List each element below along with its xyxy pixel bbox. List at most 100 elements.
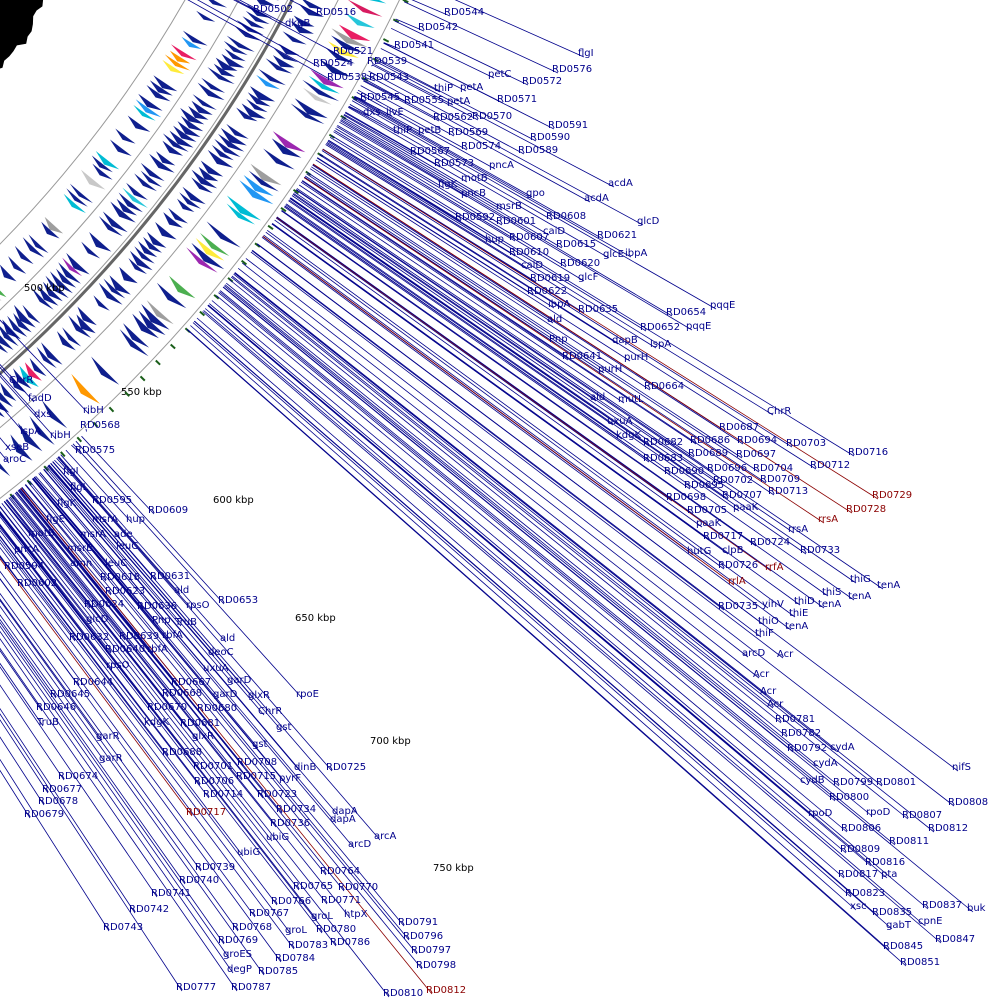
gene-label[interactable]: dxs [363, 107, 380, 118]
gene-label[interactable]: RD0723 [257, 789, 297, 800]
gene-label[interactable]: RD0571 [497, 94, 537, 105]
gene-label[interactable]: cydA [830, 742, 855, 753]
gene-label[interactable]: rpsO [106, 660, 130, 671]
gene-label[interactable]: glxR [248, 690, 270, 701]
gene-label[interactable]: ibpA [548, 299, 570, 310]
gene-label[interactable]: RD0713 [768, 486, 808, 497]
gene-label[interactable]: RD0621 [597, 230, 637, 241]
gene-label[interactable]: RD0801 [876, 777, 916, 788]
gene-label[interactable]: RD0567 [410, 146, 450, 157]
gene-label[interactable]: RD0601 [496, 216, 536, 227]
gene-label[interactable]: RD0544 [444, 7, 484, 18]
gene-label[interactable]: rpoD [866, 807, 891, 818]
gene-label[interactable]: glcD [637, 216, 660, 227]
gene-label[interactable]: RD0717 [703, 531, 743, 542]
gene-label[interactable]: gabT [886, 920, 912, 931]
gene-label[interactable]: RD0654 [666, 307, 706, 318]
gene-label[interactable]: petA [460, 82, 483, 93]
gene-label[interactable]: RD0681 [180, 718, 220, 729]
gene-label[interactable]: RD0697 [736, 449, 776, 460]
gene-label[interactable]: RD0743 [103, 922, 143, 933]
gene-label[interactable]: garD [213, 689, 238, 700]
gene-label[interactable]: glcF [578, 272, 599, 283]
gene-label[interactable]: ChrR [258, 706, 282, 717]
gene-label[interactable]: arcA [374, 831, 397, 842]
gene-label[interactable]: RD0610 [509, 247, 549, 258]
gene-label[interactable]: petA [447, 96, 470, 107]
gene-label[interactable]: RD0521 [333, 46, 373, 57]
gene-label[interactable]: RD0724 [750, 537, 790, 548]
gene-label[interactable]: glcE [603, 249, 624, 260]
gene-label[interactable]: RD0729 [872, 490, 912, 501]
gene-label[interactable]: acdA [608, 178, 633, 189]
gene-label[interactable]: RD0728 [846, 504, 886, 515]
gene-label[interactable]: RD0806 [841, 823, 881, 834]
gene-label[interactable]: Pnp [549, 334, 568, 345]
gene-label[interactable]: RD0574 [461, 141, 501, 152]
gene-label[interactable]: leuC [105, 558, 127, 569]
gene-label[interactable]: flgL [70, 482, 89, 493]
gene-label[interactable]: RD0715 [236, 771, 276, 782]
gene-label[interactable]: rpoD [808, 808, 833, 819]
gene-label[interactable]: RD0708 [237, 757, 277, 768]
gene-label[interactable]: RD0810 [383, 988, 423, 999]
gene-label[interactable]: RD0808 [948, 797, 988, 808]
gene-label[interactable]: RD0816 [865, 857, 905, 868]
gene-label[interactable]: pncA [14, 544, 39, 555]
gene-label[interactable]: thiS [822, 587, 841, 598]
gene-label[interactable]: RD0817 [838, 869, 878, 880]
gene-label[interactable]: uxuA [203, 663, 229, 674]
gene-label[interactable]: petB [418, 125, 441, 136]
gene-label[interactable]: RD0674 [58, 771, 98, 782]
gene-label[interactable]: RD0678 [38, 796, 78, 807]
gene-label[interactable]: RD0845 [883, 941, 923, 952]
gene-label[interactable]: ade [114, 529, 133, 540]
gene-label[interactable]: RD0777 [176, 982, 216, 993]
gene-label[interactable]: ald [174, 585, 189, 596]
gene-label[interactable]: cydB [800, 775, 825, 786]
gene-label[interactable]: RD0569 [448, 127, 488, 138]
gene-label[interactable]: RD0631 [150, 571, 190, 582]
gene-label[interactable]: xsc [850, 901, 867, 912]
gene-label[interactable]: RD0771 [321, 895, 361, 906]
gene-label[interactable]: msrB [496, 201, 522, 212]
gene-label[interactable]: RD0739 [195, 862, 235, 873]
gene-label[interactable]: rrfA [765, 562, 784, 573]
gene-label[interactable]: RD0679 [24, 809, 64, 820]
gene-label[interactable]: RD0591 [548, 120, 588, 131]
gene-label[interactable]: RD0851 [900, 957, 940, 968]
gene-label[interactable]: RD0594 [4, 561, 44, 572]
gene-label[interactable]: garR [99, 753, 123, 764]
gene-label[interactable]: rrlA [728, 576, 746, 587]
gene-label[interactable]: RD0809 [840, 844, 880, 855]
gene-label[interactable]: TruB [174, 617, 197, 628]
gene-label[interactable]: RD0736 [270, 818, 310, 829]
gene-label[interactable]: mutL [618, 394, 644, 405]
gene-label[interactable]: RD0770 [338, 882, 378, 893]
gene-label[interactable]: rrsA [788, 524, 808, 535]
gene-label[interactable]: RD0590 [530, 132, 570, 143]
gene-label[interactable]: RD0786 [330, 937, 370, 948]
gene-label[interactable]: RD0787 [231, 982, 271, 993]
gene-label[interactable]: RD0725 [326, 762, 366, 773]
gene-label[interactable]: RD0696 [707, 463, 747, 474]
gene-label[interactable]: acdA [584, 193, 609, 204]
gene-label[interactable]: purH [598, 364, 622, 375]
gene-label[interactable]: RD0714 [203, 789, 243, 800]
gene-label[interactable]: Acr [767, 699, 784, 710]
gene-label[interactable]: RD0542 [418, 22, 458, 33]
gene-label[interactable]: msrA [80, 529, 106, 540]
gene-label[interactable]: RD0712 [810, 460, 850, 471]
gene-label[interactable]: pncA [489, 160, 514, 171]
gene-label[interactable]: RD0695 [684, 480, 724, 491]
gene-label[interactable]: RD0618 [100, 572, 140, 583]
gene-label[interactable]: RD0704 [753, 463, 793, 474]
gene-label[interactable]: RD0646 [36, 702, 76, 713]
gene-label[interactable]: ribH [83, 405, 104, 416]
gene-label[interactable]: garD [227, 675, 252, 686]
gene-label[interactable]: Acr [760, 686, 777, 697]
gene-label[interactable]: RD0734 [276, 804, 316, 815]
gene-label[interactable]: RD0783 [288, 940, 328, 951]
gene-label[interactable]: xseB [5, 442, 29, 453]
gene-label[interactable]: motB [461, 173, 488, 184]
